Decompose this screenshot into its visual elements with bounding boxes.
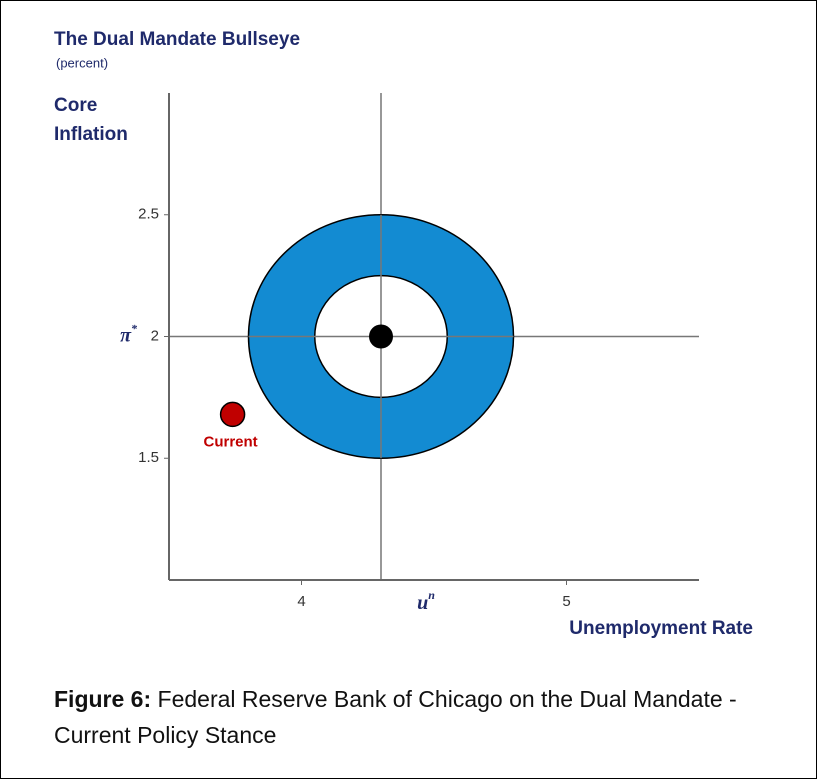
target-point: [369, 324, 393, 349]
target-y-label: π*: [120, 321, 138, 346]
caption: Figure 6: Federal Reserve Bank of Chicag…: [54, 681, 754, 753]
chart-title: The Dual Mandate Bullseye: [54, 29, 300, 50]
x-axis-label: Unemployment Rate: [569, 618, 753, 639]
target-y-label-sup: *: [131, 321, 138, 335]
y-tick-label: 1.5: [138, 449, 159, 466]
chart: The Dual Mandate Bullseye (percent) Unem…: [54, 29, 753, 639]
target-x-label-main: u: [417, 592, 428, 614]
y-tick-label: 2: [151, 327, 159, 344]
y-tick-label: 2.5: [138, 206, 159, 223]
target-y-label-main: π: [120, 324, 132, 346]
chart-subtitle: (percent): [56, 55, 108, 70]
data-point: [219, 401, 246, 428]
target-x-label-sup: n: [428, 588, 435, 602]
y-axis-label: Core Inflation: [54, 95, 128, 145]
caption-text: Federal Reserve Bank of Chicago on the D…: [54, 686, 737, 748]
point-label: Current: [204, 433, 258, 450]
x-tick-label: 4: [297, 593, 305, 610]
x-tick-label: 5: [562, 593, 570, 610]
target-x-label: un: [417, 588, 435, 614]
caption-label: Figure 6:: [54, 686, 152, 712]
